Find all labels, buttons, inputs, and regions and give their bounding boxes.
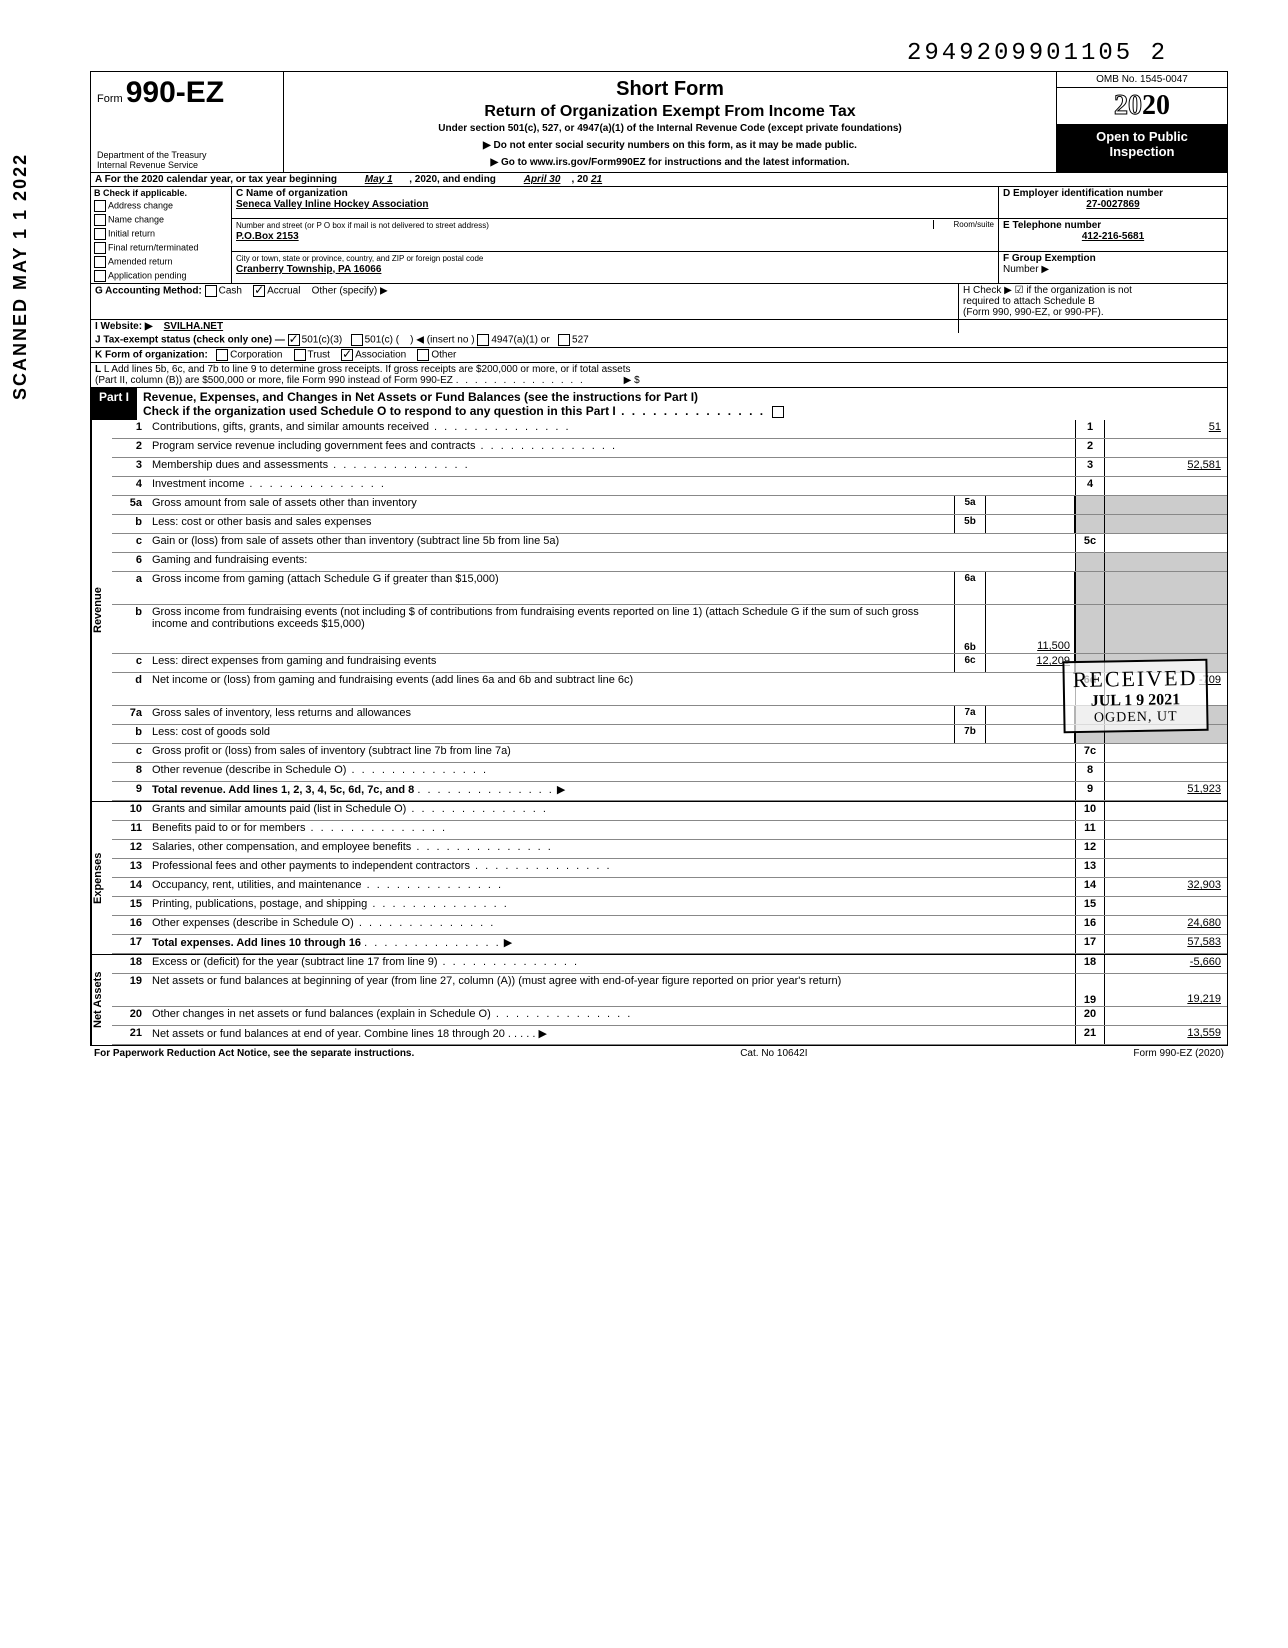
omb-number: OMB No. 1545-0047 bbox=[1057, 72, 1227, 88]
tax-year-end: April 30 bbox=[524, 174, 561, 185]
form-prefix: Form bbox=[97, 93, 123, 105]
line-20: 20 Other changes in net assets or fund b… bbox=[112, 1007, 1227, 1026]
chk-amended-return[interactable] bbox=[94, 256, 106, 268]
tax-year: 20202020 bbox=[1057, 88, 1227, 125]
line-6: 6 Gaming and fundraising events: bbox=[112, 553, 1227, 572]
chk-501c3[interactable] bbox=[288, 334, 300, 346]
title-short-form: Short Form bbox=[290, 78, 1050, 101]
line-6d: d Net income or (loss) from gaming and f… bbox=[112, 673, 1227, 706]
chk-other-org[interactable] bbox=[417, 349, 429, 361]
form-title-area: Short Form Return of Organization Exempt… bbox=[284, 72, 1056, 172]
line-6b: b Gross income from fundraising events (… bbox=[112, 605, 1227, 654]
line-17: 17 Total expenses. Add lines 10 through … bbox=[112, 935, 1227, 954]
part-1-header: Part I Revenue, Expenses, and Changes in… bbox=[91, 388, 1227, 420]
line-12: 12 Salaries, other compensation, and emp… bbox=[112, 840, 1227, 859]
line-14: 14 Occupancy, rent, utilities, and maint… bbox=[112, 878, 1227, 897]
line-7b: b Less: cost of goods sold 7b bbox=[112, 725, 1227, 744]
line-1: 1 Contributions, gifts, grants, and simi… bbox=[112, 420, 1227, 439]
line-15: 15 Printing, publications, postage, and … bbox=[112, 897, 1227, 916]
document-locator-number: 2949209901105 2 bbox=[60, 40, 1228, 71]
city-state-zip: Cranberry Township, PA 16066 bbox=[236, 264, 381, 275]
form-number: 990-EZ bbox=[126, 76, 224, 109]
org-name: Seneca Valley Inline Hockey Association bbox=[236, 199, 429, 210]
line-8: 8 Other revenue (describe in Schedule O)… bbox=[112, 763, 1227, 782]
line-5c: c Gain or (loss) from sale of assets oth… bbox=[112, 534, 1227, 553]
chk-application-pending[interactable] bbox=[94, 270, 106, 282]
received-stamp: RECEIVED JUL 1 9 2021 OGDEN, UT bbox=[1063, 659, 1209, 734]
line-18: 18 Excess or (deficit) for the year (sub… bbox=[112, 955, 1227, 974]
line-5a: 5a Gross amount from sale of assets othe… bbox=[112, 496, 1227, 515]
entity-info-block: B Check if applicable. Address change Na… bbox=[91, 187, 1227, 284]
line-10: 10 Grants and similar amounts paid (list… bbox=[112, 802, 1227, 821]
telephone: 412-216-5681 bbox=[1003, 231, 1223, 242]
page: SCANNED MAY 1 1 2022 2949209901105 2 For… bbox=[0, 0, 1288, 1101]
ein: 27-0027869 bbox=[1003, 199, 1223, 210]
line-5b: b Less: cost or other basis and sales ex… bbox=[112, 515, 1227, 534]
line-13: 13 Professional fees and other payments … bbox=[112, 859, 1227, 878]
open-to-public: Open to Public Inspection bbox=[1057, 125, 1227, 172]
line-l-gross-receipts: L L Add lines 5b, 6c, and 7b to line 9 t… bbox=[91, 363, 1227, 388]
chk-association[interactable] bbox=[341, 349, 353, 361]
chk-4947a1[interactable] bbox=[477, 334, 489, 346]
line-4: 4 Investment income 4 bbox=[112, 477, 1227, 496]
note-ssn: ▶ Do not enter social security numbers o… bbox=[290, 140, 1050, 151]
chk-schedule-o-part1[interactable] bbox=[772, 406, 784, 418]
line-9: 9 Total revenue. Add lines 1, 2, 3, 4, 5… bbox=[112, 782, 1227, 801]
subtitle: Under section 501(c), 527, or 4947(a)(1)… bbox=[290, 123, 1050, 134]
line-16: 16 Other expenses (describe in Schedule … bbox=[112, 916, 1227, 935]
line-k-form-of-org: K Form of organization: Corporation Trus… bbox=[91, 348, 1227, 363]
line-a-tax-year: A For the 2020 calendar year, or tax yea… bbox=[91, 173, 1227, 187]
chk-corporation[interactable] bbox=[216, 349, 228, 361]
chk-name-change[interactable] bbox=[94, 214, 106, 226]
section-cde: C Name of organization Seneca Valley Inl… bbox=[232, 187, 1227, 283]
line-6c: c Less: direct expenses from gaming and … bbox=[112, 654, 1227, 673]
net-assets-section: Net Assets 18 Excess or (deficit) for th… bbox=[91, 955, 1227, 1045]
chk-accrual[interactable] bbox=[253, 285, 265, 297]
form-number-cell: Form 990-EZ Department of the Treasury I… bbox=[91, 72, 284, 172]
chk-initial-return[interactable] bbox=[94, 228, 106, 240]
page-footer: For Paperwork Reduction Act Notice, see … bbox=[90, 1046, 1228, 1061]
line-21: 21 Net assets or fund balances at end of… bbox=[112, 1026, 1227, 1045]
line-3: 3 Membership dues and assessments 3 52,5… bbox=[112, 458, 1227, 477]
line-19: 19 Net assets or fund balances at beginn… bbox=[112, 974, 1227, 1007]
line-11: 11 Benefits paid to or for members 11 bbox=[112, 821, 1227, 840]
chk-trust[interactable] bbox=[294, 349, 306, 361]
paperwork-notice: For Paperwork Reduction Act Notice, see … bbox=[94, 1048, 414, 1059]
scanned-date-stamp: SCANNED MAY 1 1 2022 bbox=[10, 153, 31, 400]
form-right-col: OMB No. 1545-0047 20202020 Open to Publi… bbox=[1056, 72, 1227, 172]
note-irs-url: ▶ Go to www.irs.gov/Form990EZ for instru… bbox=[290, 157, 1050, 168]
expenses-label: Expenses bbox=[91, 802, 112, 954]
title-return: Return of Organization Exempt From Incom… bbox=[290, 103, 1050, 121]
department-label: Department of the Treasury Internal Reve… bbox=[97, 150, 207, 170]
revenue-section: Revenue 1 Contributions, gifts, grants, … bbox=[91, 420, 1227, 802]
chk-final-return[interactable] bbox=[94, 242, 106, 254]
line-i-website: I Website: ▶ SVILHA.NET bbox=[91, 320, 1227, 333]
net-assets-label: Net Assets bbox=[91, 955, 112, 1045]
line-7a: 7a Gross sales of inventory, less return… bbox=[112, 706, 1227, 725]
chk-address-change[interactable] bbox=[94, 200, 106, 212]
catalog-number: Cat. No 10642I bbox=[740, 1048, 807, 1059]
line-j-tax-status: J Tax-exempt status (check only one) — 5… bbox=[91, 333, 1227, 348]
line-7c: c Gross profit or (loss) from sales of i… bbox=[112, 744, 1227, 763]
chk-527[interactable] bbox=[558, 334, 570, 346]
chk-501c[interactable] bbox=[351, 334, 363, 346]
website-url: SVILHA.NET bbox=[164, 321, 223, 332]
form-footer-label: Form 990-EZ (2020) bbox=[1133, 1048, 1224, 1059]
street-address: P.O.Box 2153 bbox=[236, 231, 299, 242]
form-990ez: Form 990-EZ Department of the Treasury I… bbox=[90, 71, 1228, 1046]
line-2: 2 Program service revenue including gove… bbox=[112, 439, 1227, 458]
form-header: Form 990-EZ Department of the Treasury I… bbox=[91, 72, 1227, 173]
section-b-checkboxes: B Check if applicable. Address change Na… bbox=[91, 187, 232, 283]
tax-year-begin: May 1 bbox=[365, 174, 393, 185]
chk-cash[interactable] bbox=[205, 285, 217, 297]
line-6a: a Gross income from gaming (attach Sched… bbox=[112, 572, 1227, 605]
expenses-section: Expenses 10 Grants and similar amounts p… bbox=[91, 802, 1227, 955]
line-g-h: G Accounting Method: Cash Accrual Other … bbox=[91, 284, 1227, 320]
revenue-label: Revenue bbox=[91, 420, 112, 801]
